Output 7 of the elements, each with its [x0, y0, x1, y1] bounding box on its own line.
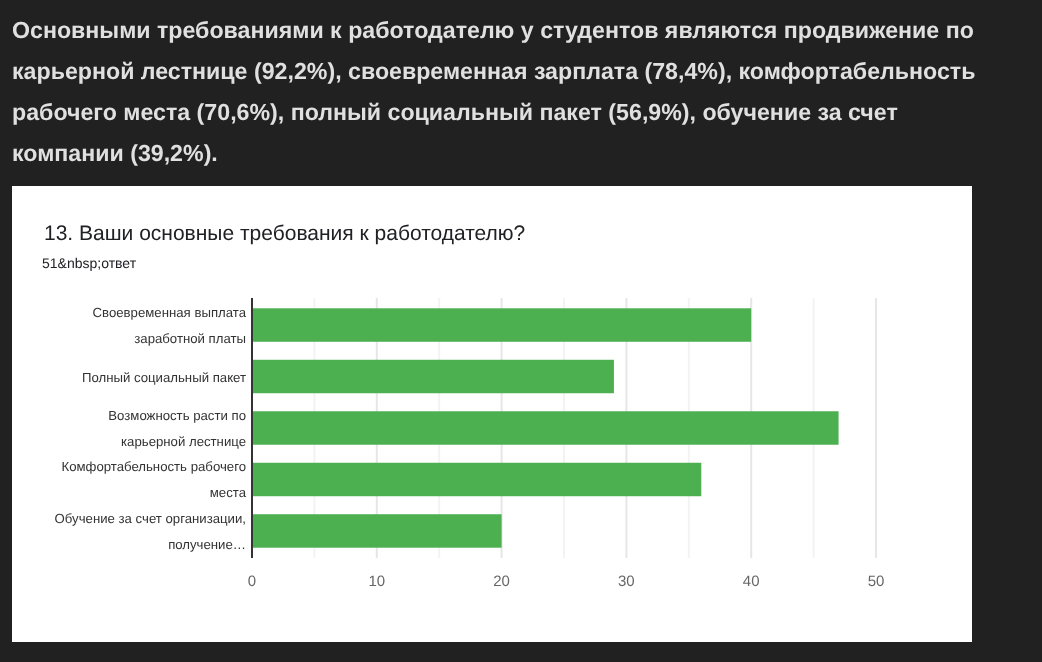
chart-title: 13. Ваши основные требования к работодателю?	[44, 222, 526, 246]
bar	[252, 462, 702, 497]
bar	[252, 411, 839, 445]
bar	[252, 514, 502, 548]
bar	[252, 359, 614, 394]
bar	[252, 308, 752, 342]
text: Основными требованиями к работодателю у студентов являются продвижение по карьерной лестнице (92,2%), своевременная зарплата (78,4%), комфортабельность рабочего места (70,6%), полный социальный пакет (56,9%), обучение за счет компании (39,2%).	[12, 18, 976, 167]
